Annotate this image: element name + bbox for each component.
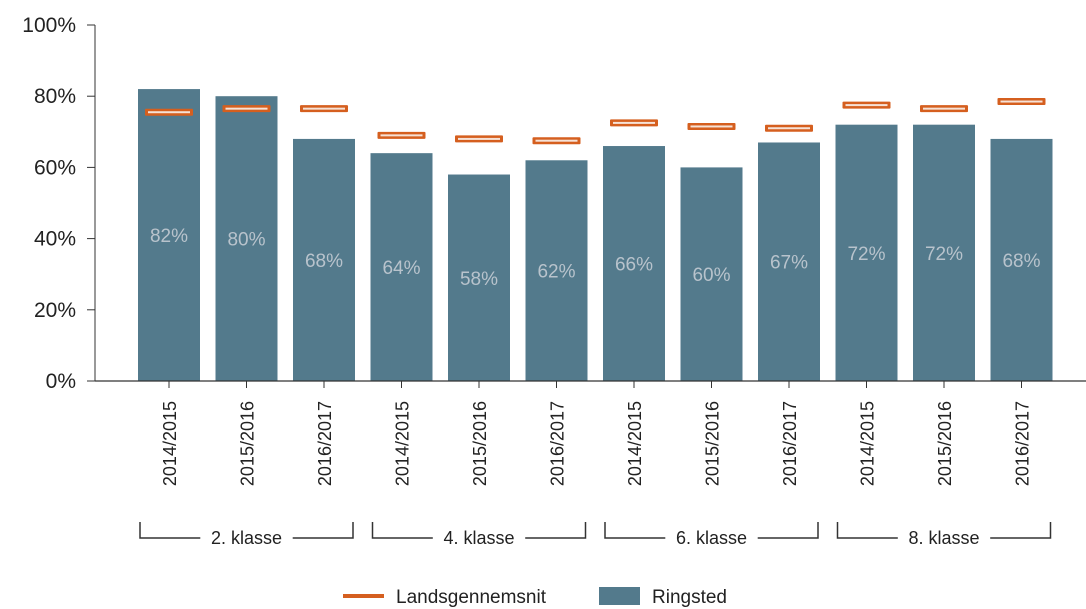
- average-marker: [765, 124, 813, 132]
- bar-data-label: 72%: [925, 244, 963, 265]
- group-label: 4. klasse: [443, 528, 514, 548]
- bar-ringsted: [835, 124, 898, 382]
- group-label: 6. klasse: [676, 528, 747, 548]
- y-tick-label: 60%: [34, 156, 76, 179]
- average-marker-core: [923, 107, 965, 110]
- legend: Landsgennemsnit Ringsted: [343, 587, 727, 608]
- legend-bar-swatch: [599, 587, 640, 605]
- x-tick-label: 2014/2015: [393, 401, 413, 486]
- average-marker: [610, 119, 658, 127]
- group-label-backdrop: [432, 528, 526, 548]
- group-bracket: 6. klasse: [604, 522, 819, 548]
- group-label-backdrop: [897, 528, 991, 548]
- average-marker-core: [225, 107, 268, 110]
- x-tick-label: 2016/2017: [548, 401, 568, 486]
- bar-data-label: 64%: [382, 258, 420, 279]
- x-tick-label: 2016/2017: [1013, 401, 1033, 486]
- bar-data-label: 67%: [770, 253, 808, 274]
- x-tick-label: 2016/2017: [780, 401, 800, 486]
- x-tick-label: 2016/2017: [315, 401, 335, 486]
- bar-ringsted: [215, 96, 278, 381]
- bar-ringsted: [990, 138, 1053, 381]
- group-label: 8. klasse: [908, 528, 979, 548]
- average-markers-layer: [145, 98, 1046, 145]
- average-marker-core: [768, 127, 810, 130]
- bar-data-label: 58%: [460, 269, 498, 290]
- bar-ringsted: [913, 124, 975, 382]
- bar-ringsted: [370, 153, 433, 381]
- average-marker-core: [535, 139, 578, 142]
- group-label: 2. klasse: [211, 528, 282, 548]
- average-marker: [532, 137, 581, 145]
- bar-data-label: 68%: [1002, 251, 1040, 272]
- legend-item-landsgennemsnit: Landsgennemsnit: [343, 587, 547, 608]
- group-label-backdrop: [665, 528, 758, 548]
- bar-data-label: 66%: [615, 255, 653, 276]
- group-bracket: 8. klasse: [836, 522, 1052, 548]
- y-tick-label: 0%: [46, 370, 76, 393]
- bar-ringsted: [758, 142, 820, 381]
- x-tick-label: 2015/2016: [935, 401, 955, 486]
- average-marker-core: [458, 137, 500, 140]
- bar-data-label: 60%: [692, 265, 730, 286]
- legend-label-ringsted: Ringsted: [652, 587, 727, 608]
- average-marker-core: [690, 125, 733, 128]
- bar-data-label: 68%: [305, 251, 343, 272]
- group-bracket: 4. klasse: [371, 522, 587, 548]
- x-tick-label: 2014/2015: [160, 401, 180, 486]
- x-tick-label: 2014/2015: [625, 401, 645, 486]
- group-brackets: 2. klasse 4. klasse 6. klasse 8. klasse: [139, 522, 1052, 548]
- bar-ringsted: [525, 160, 588, 381]
- average-marker: [300, 105, 348, 113]
- bar-data-label: 72%: [847, 244, 885, 265]
- bar-ringsted: [603, 146, 665, 381]
- average-marker: [920, 105, 968, 113]
- average-marker: [145, 108, 193, 116]
- average-marker-core: [148, 111, 190, 114]
- x-tick-label: 2015/2016: [703, 401, 723, 486]
- x-tick-label: 2015/2016: [238, 401, 258, 486]
- bar-data-label: 80%: [227, 230, 265, 251]
- y-tick-label: 40%: [34, 228, 76, 251]
- bar-ringsted: [680, 167, 743, 381]
- average-marker: [842, 101, 891, 109]
- y-tick-label: 80%: [34, 85, 76, 108]
- average-marker-core: [1000, 100, 1043, 103]
- average-marker-core: [845, 104, 888, 107]
- average-marker: [455, 135, 503, 143]
- legend-item-ringsted: Ringsted: [599, 587, 727, 608]
- y-axis: 0% 20% 40% 60% 80% 100%: [22, 14, 96, 393]
- average-marker: [222, 105, 271, 113]
- bar-ringsted: [138, 89, 200, 381]
- x-axis: 2014/2015 2015/2016 2016/2017 2014/2015 2015…: [95, 380, 1086, 486]
- x-tick-label: 2014/2015: [858, 401, 878, 486]
- y-tick-label: 100%: [22, 14, 76, 37]
- x-tick-label: 2015/2016: [470, 401, 490, 486]
- average-marker-core: [380, 134, 423, 137]
- bar-data-label: 62%: [537, 262, 575, 283]
- average-marker: [377, 131, 426, 139]
- average-marker: [997, 98, 1046, 106]
- group-bracket: 2. klasse: [139, 522, 354, 548]
- bars-layer: 82% 80% 68% 64% 58% 62% 66% 60% 67% 72% 72% 68%: [138, 89, 1053, 382]
- group-label-backdrop: [200, 528, 293, 548]
- y-tick-label: 20%: [34, 299, 76, 322]
- average-marker: [687, 122, 736, 130]
- average-marker-core: [303, 107, 345, 110]
- bar-data-label: 82%: [150, 226, 188, 247]
- legend-label-landsgennemsnit: Landsgennemsnit: [396, 587, 547, 608]
- average-marker-core: [613, 121, 655, 124]
- bar-ringsted: [293, 138, 355, 381]
- bar-ringsted: [448, 174, 510, 381]
